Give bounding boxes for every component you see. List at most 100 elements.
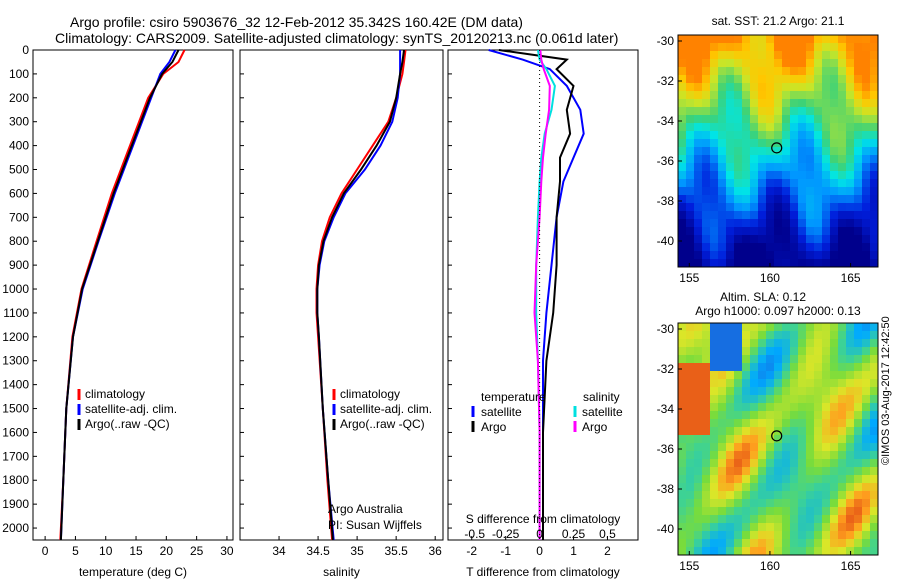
map-cell <box>862 347 871 356</box>
map-cell <box>782 83 791 92</box>
map-cell <box>750 139 759 148</box>
map-cell <box>710 435 719 444</box>
map-cell <box>766 91 775 100</box>
map-cell <box>870 51 879 60</box>
map-cell <box>742 107 751 116</box>
map-cell <box>750 227 759 236</box>
map-cell <box>790 323 799 332</box>
map-cell <box>774 515 783 524</box>
map-cell <box>862 259 871 268</box>
map-cell <box>686 419 695 428</box>
map-cell <box>742 219 751 228</box>
map-cell <box>742 323 751 332</box>
legend-label: satellite-adj. clim. <box>85 402 177 416</box>
map-cell <box>766 187 775 196</box>
y-tick-label: 1600 <box>2 425 29 439</box>
map-cell <box>734 515 743 524</box>
map-cell <box>854 339 863 348</box>
map-cell <box>838 131 847 140</box>
map-cell <box>822 403 831 412</box>
map-cell <box>798 331 807 340</box>
map-cell <box>806 83 815 92</box>
map-cell <box>814 259 823 268</box>
legend-label: climatology <box>340 387 400 401</box>
map-cell <box>686 83 695 92</box>
map-cell <box>846 35 855 44</box>
map-cell <box>790 411 799 420</box>
map-cell <box>686 251 695 260</box>
map-cell <box>838 35 847 44</box>
map-cell <box>686 139 695 148</box>
header-line-2: Climatology: CARS2009. Satellite-adjuste… <box>55 30 619 46</box>
map-cell <box>702 459 711 468</box>
map-cell <box>854 235 863 244</box>
map-cell <box>726 91 735 100</box>
map-cell <box>726 259 735 268</box>
map-cell <box>798 475 807 484</box>
map-cell <box>806 403 815 412</box>
map-cell <box>846 323 855 332</box>
map-cell <box>734 123 743 132</box>
map-cell <box>822 427 831 436</box>
map-cell <box>870 451 879 460</box>
map-cell <box>814 395 823 404</box>
map-cell <box>710 147 719 156</box>
map-cell <box>686 243 695 252</box>
map-cell <box>678 355 687 364</box>
map-cell <box>742 163 751 172</box>
map-cell <box>870 435 879 444</box>
map-cell <box>822 131 831 140</box>
map-cell <box>814 147 823 156</box>
map-cell <box>806 43 815 52</box>
map-cell <box>726 355 735 364</box>
map-cell <box>814 43 823 52</box>
map-cell <box>790 507 799 516</box>
map-cell <box>790 419 799 428</box>
map-cell <box>846 403 855 412</box>
map-cell <box>718 339 727 348</box>
map-cell <box>798 83 807 92</box>
map-cell <box>766 443 775 452</box>
map-cell <box>782 107 791 116</box>
map-cell <box>790 43 799 52</box>
map-cell <box>782 99 791 108</box>
y-tick-label: 0 <box>22 43 29 57</box>
map-cell <box>774 91 783 100</box>
map-cell <box>846 347 855 356</box>
map-cell <box>822 35 831 44</box>
map-cell <box>734 395 743 404</box>
map-cell <box>726 163 735 172</box>
map-cell <box>862 51 871 60</box>
map-cell <box>758 235 767 244</box>
map-cell <box>686 547 695 556</box>
map-cell <box>766 435 775 444</box>
x-tick-label: 160 <box>760 271 780 285</box>
map-cell <box>726 115 735 124</box>
map-cell <box>782 523 791 532</box>
map-cell <box>702 107 711 116</box>
map-cell <box>702 259 711 268</box>
map-cell <box>718 459 727 468</box>
map-cell <box>686 371 695 380</box>
map-cell <box>798 355 807 364</box>
map-cell <box>766 323 775 332</box>
map-cell <box>766 35 775 44</box>
map-cell <box>678 523 687 532</box>
map-cell <box>870 83 879 92</box>
map-cell <box>742 523 751 532</box>
map-cell <box>790 179 799 188</box>
legend-label: Argo <box>582 420 608 434</box>
map-cell <box>758 379 767 388</box>
map-cell <box>734 339 743 348</box>
map-cell <box>846 115 855 124</box>
map-cell <box>758 531 767 540</box>
map-cell <box>702 235 711 244</box>
map-cell <box>742 403 751 412</box>
map-cell <box>822 179 831 188</box>
map-cell <box>750 251 759 260</box>
map-cell <box>846 211 855 220</box>
map-cell <box>790 107 799 116</box>
map-cell <box>758 35 767 44</box>
map-cell <box>846 171 855 180</box>
map-cell <box>822 107 831 116</box>
